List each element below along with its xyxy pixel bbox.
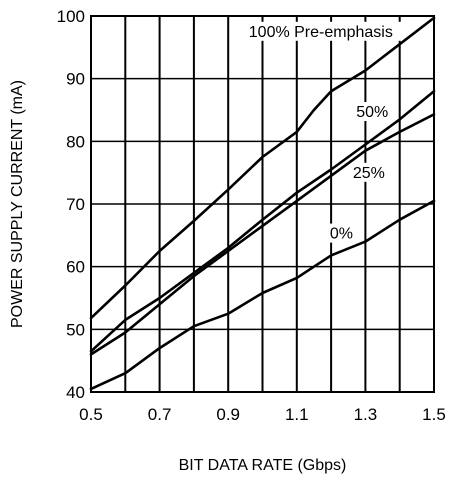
x-tick-label: 0.9	[216, 405, 240, 424]
x-tick-label: 1.1	[285, 405, 309, 424]
series-line	[89, 16, 436, 320]
grid	[91, 16, 434, 392]
y-axis-title: POWER SUPPLY CURRENT (mA)	[9, 80, 26, 328]
series-annotation: 0%	[330, 226, 353, 243]
x-tick-label: 0.7	[148, 405, 172, 424]
x-tick-label: 0.5	[79, 405, 103, 424]
annotation-background	[352, 162, 386, 182]
plot-frame	[90, 15, 435, 393]
series-annotations: 100% Pre-emphasis 50% 25% 0%	[239, 21, 403, 243]
y-tick-label: 90	[66, 70, 85, 89]
y-tick-label: 80	[66, 132, 85, 151]
series-line	[89, 89, 436, 353]
series-line	[89, 199, 436, 391]
annotation-background	[329, 223, 354, 243]
x-tick-label: 1.5	[422, 405, 446, 424]
y-tick-label: 100	[57, 7, 85, 26]
series-annotation: 100% Pre-emphasis	[249, 24, 393, 41]
y-tick-label: 50	[66, 320, 85, 339]
tick-labels: 0.5 0.7 0.9 1.1 1.3 1.5 40 50 60 70 80 90 100	[57, 7, 446, 424]
series-annotation: 50%	[356, 104, 388, 121]
series-line	[89, 113, 436, 356]
y-tick-label: 40	[66, 383, 85, 402]
y-tick-label: 60	[66, 258, 85, 277]
x-tick-label: 1.3	[354, 405, 378, 424]
series-annotation: 25%	[353, 165, 385, 182]
series-lines	[89, 16, 436, 391]
y-tick-label: 70	[66, 195, 85, 214]
x-axis-title: BIT DATA RATE (Gbps)	[179, 457, 347, 474]
annotation-background	[239, 21, 403, 41]
annotation-background	[355, 102, 390, 122]
